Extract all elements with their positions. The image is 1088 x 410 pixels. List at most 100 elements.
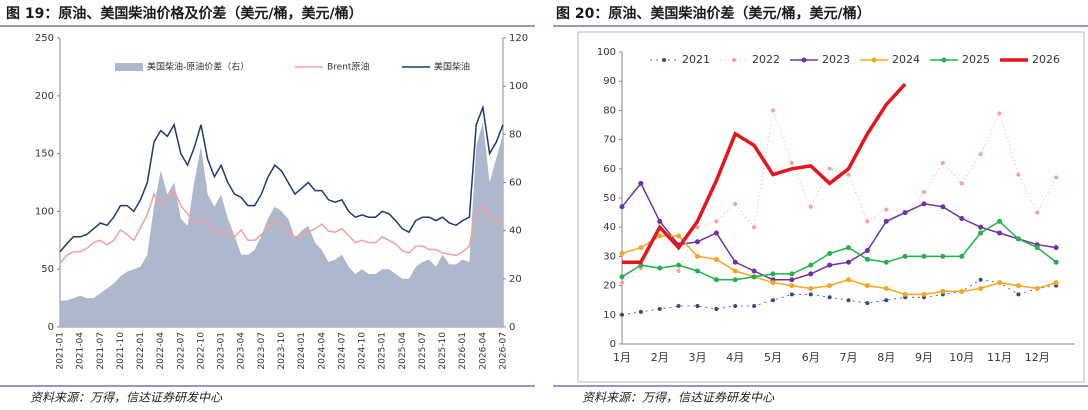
x-tick-label: 2021-07 xyxy=(96,332,106,370)
legend-marker xyxy=(801,57,807,63)
legend-label: 2024 xyxy=(892,53,920,66)
x-tick-label: 2022-01 xyxy=(136,332,146,370)
marker xyxy=(959,288,965,294)
marker xyxy=(657,265,663,271)
legend-label: Brent原油 xyxy=(327,61,369,73)
y-tick-label: 50 xyxy=(41,264,54,275)
marker xyxy=(732,268,738,274)
marker xyxy=(695,268,700,274)
marker xyxy=(846,172,851,177)
marker xyxy=(714,219,719,224)
marker xyxy=(978,152,983,157)
marker xyxy=(883,218,889,224)
y-tick-label: 40 xyxy=(603,222,616,233)
x-tick-label: 2022-10 xyxy=(196,332,206,370)
legend-label: 2023 xyxy=(822,53,850,66)
marker xyxy=(827,262,833,268)
y2-tick-label: 60 xyxy=(509,178,522,189)
y-tick-label: 100 xyxy=(597,47,616,58)
marker xyxy=(695,253,700,259)
marker xyxy=(902,253,908,259)
y-tick-label: 60 xyxy=(603,164,616,175)
line xyxy=(621,108,1057,284)
marker xyxy=(808,286,814,292)
y-tick-label: 200 xyxy=(35,91,54,102)
marker xyxy=(921,291,927,297)
y-tick-label: 30 xyxy=(603,251,616,262)
x-tick-label: 10月 xyxy=(949,351,974,364)
line xyxy=(621,220,1057,281)
x-tick-label: 11月 xyxy=(987,351,1012,364)
marker xyxy=(620,312,624,317)
marker xyxy=(751,274,757,280)
marker xyxy=(827,250,833,256)
marker xyxy=(978,286,984,292)
chart-title: 图 20：原油、美国柴油价差（美元/桶，美元/桶） xyxy=(556,5,871,22)
marker xyxy=(978,224,984,230)
x-tick-label: 2023-10 xyxy=(277,332,287,370)
marker xyxy=(940,204,946,210)
marker xyxy=(789,292,794,297)
legend-marker xyxy=(941,57,947,63)
x-tick-label: 2026-07 xyxy=(499,332,509,370)
marker xyxy=(808,262,814,268)
marker xyxy=(846,298,851,303)
legend-label: 2021 xyxy=(682,53,710,66)
x-tick-label: 2022-07 xyxy=(176,332,186,370)
legend-marker xyxy=(732,58,736,62)
y-tick-label: 100 xyxy=(35,206,54,217)
marker xyxy=(1053,245,1059,251)
marker xyxy=(808,204,813,209)
marker xyxy=(619,204,625,210)
marker xyxy=(997,230,1002,236)
legend-label: 美国柴油 xyxy=(434,61,470,73)
x-tick-label: 2024-01 xyxy=(297,332,307,370)
y-tick-label: 0 xyxy=(48,322,54,333)
legend-label: 美国柴油-原油价差（右） xyxy=(147,61,249,73)
marker xyxy=(1016,172,1021,177)
line xyxy=(621,279,1057,316)
legend-label: 2022 xyxy=(752,53,780,66)
x-tick-label: 2025-07 xyxy=(418,332,428,370)
x-tick-label: 4月 xyxy=(726,351,744,364)
marker xyxy=(620,280,624,285)
x-tick-label: 2024-07 xyxy=(337,332,347,370)
marker xyxy=(940,253,946,259)
marker xyxy=(827,283,833,289)
legend-swatch xyxy=(115,63,143,71)
marker xyxy=(789,283,795,289)
marker xyxy=(978,230,984,236)
x-tick-label: 8月 xyxy=(877,351,895,364)
marker xyxy=(959,215,965,221)
y2-tick-label: 120 xyxy=(509,33,528,44)
marker xyxy=(1053,280,1059,286)
x-tick-label: 2025-04 xyxy=(398,332,408,370)
marker xyxy=(695,239,700,245)
marker xyxy=(752,304,757,309)
marker xyxy=(902,210,908,216)
marker xyxy=(978,277,983,282)
x-tick-label: 12月 xyxy=(1025,351,1050,364)
marker xyxy=(846,245,851,251)
marker xyxy=(713,230,719,236)
marker xyxy=(1016,292,1021,297)
marker xyxy=(695,304,700,309)
chart-frame xyxy=(577,31,1085,383)
x-tick-label: 2021-10 xyxy=(116,332,126,370)
marker xyxy=(959,181,964,186)
y2-tick-label: 80 xyxy=(509,129,522,140)
y2-tick-label: 100 xyxy=(509,81,528,92)
y-tick-label: 150 xyxy=(35,149,54,160)
marker xyxy=(1034,286,1040,292)
x-tick-label: 7月 xyxy=(840,351,858,364)
marker xyxy=(959,253,965,259)
marker xyxy=(1015,236,1021,242)
marker xyxy=(1035,210,1040,215)
x-tick-label: 1月 xyxy=(613,351,631,364)
marker xyxy=(846,277,851,283)
marker xyxy=(902,291,908,297)
y-tick-label: 50 xyxy=(603,193,616,204)
y-tick-label: 90 xyxy=(603,76,616,87)
y-tick-label: 20 xyxy=(603,281,616,292)
